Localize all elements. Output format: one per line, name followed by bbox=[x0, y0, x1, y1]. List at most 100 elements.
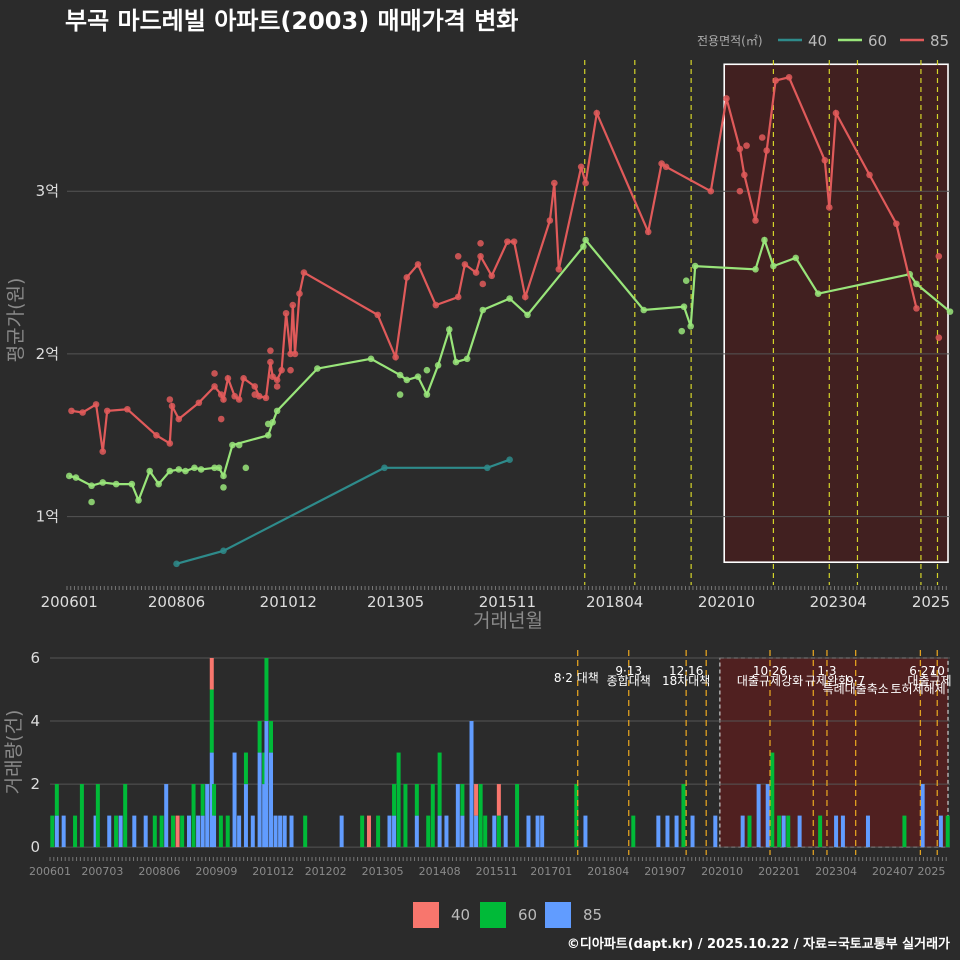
data-point-60 bbox=[314, 365, 321, 372]
data-point-85 bbox=[211, 370, 218, 377]
bar-85 bbox=[503, 815, 508, 848]
bar-60 bbox=[209, 689, 214, 753]
data-point-85 bbox=[166, 440, 174, 447]
data-point-85 bbox=[403, 274, 411, 281]
x-tick-label-8: 201511 bbox=[476, 865, 518, 878]
bar-60 bbox=[681, 784, 686, 848]
bar-60 bbox=[79, 784, 84, 848]
data-point-60 bbox=[146, 467, 154, 475]
data-point-85 bbox=[224, 375, 232, 382]
data-point-60 bbox=[423, 391, 431, 398]
bar-85 bbox=[492, 815, 497, 848]
legend-swatch-60 bbox=[480, 902, 506, 928]
data-point-85 bbox=[92, 401, 100, 408]
x-tick-label-10: 201804 bbox=[587, 865, 629, 878]
bar-60 bbox=[243, 752, 248, 785]
data-point-85 bbox=[723, 95, 730, 102]
data-point-85 bbox=[220, 396, 227, 403]
data-point-60 bbox=[761, 236, 768, 244]
x-tick-label-5: 201202 bbox=[305, 865, 347, 878]
bar-85 bbox=[535, 815, 540, 848]
bar-85 bbox=[392, 815, 397, 848]
data-point-60 bbox=[770, 262, 777, 270]
x-tick-label-16: 2025 bbox=[917, 865, 945, 878]
bar-85 bbox=[205, 784, 210, 848]
x-tick-label-12: 202010 bbox=[701, 865, 743, 878]
data-point-60 bbox=[220, 472, 227, 480]
bar-85 bbox=[765, 784, 770, 848]
data-point-60 bbox=[396, 391, 404, 398]
bar-85 bbox=[269, 752, 274, 848]
chart-title: 부곡 마드레빌 아파트(2003) 매매가격 변화 bbox=[65, 7, 518, 35]
bar-60 bbox=[360, 815, 365, 848]
data-point-85 bbox=[68, 407, 75, 415]
data-point-85 bbox=[278, 366, 285, 374]
data-point-85 bbox=[935, 334, 943, 341]
data-point-60 bbox=[792, 254, 800, 262]
legend-swatch-85 bbox=[545, 902, 571, 928]
data-point-85 bbox=[913, 305, 920, 312]
data-point-85 bbox=[300, 269, 308, 276]
bar-85 bbox=[143, 815, 148, 848]
data-point-85 bbox=[593, 109, 601, 117]
bar-60 bbox=[515, 784, 520, 848]
data-point-85 bbox=[736, 187, 744, 195]
data-point-85 bbox=[124, 405, 131, 413]
y-axis-label: 거래량(건) bbox=[3, 710, 25, 795]
data-point-85 bbox=[472, 269, 480, 276]
bar-60 bbox=[574, 784, 579, 848]
bar-60 bbox=[777, 815, 782, 848]
bar-85 bbox=[583, 815, 588, 848]
bar-85 bbox=[186, 815, 191, 848]
x-tick-label-1: 200806 bbox=[148, 593, 205, 611]
bar-85 bbox=[289, 815, 294, 848]
legend-title: 전용면적(㎡) bbox=[697, 34, 763, 48]
data-point-85 bbox=[832, 109, 840, 117]
bar-60 bbox=[303, 815, 308, 848]
y-tick-label-0: 1억 bbox=[36, 508, 59, 526]
bar-85 bbox=[118, 815, 123, 848]
data-point-85 bbox=[291, 350, 299, 358]
data-point-85 bbox=[273, 383, 281, 390]
bar-85 bbox=[164, 784, 169, 848]
bar-85 bbox=[200, 815, 205, 848]
bar-60 bbox=[426, 815, 431, 848]
bar-40 bbox=[175, 815, 180, 848]
data-point-60 bbox=[65, 472, 73, 480]
data-point-60 bbox=[752, 266, 759, 273]
data-point-85 bbox=[546, 217, 554, 224]
data-point-60 bbox=[423, 366, 431, 374]
data-point-60 bbox=[166, 467, 174, 475]
data-point-85 bbox=[267, 358, 274, 366]
data-point-60 bbox=[582, 236, 589, 244]
data-point-60 bbox=[524, 311, 531, 319]
data-point-60 bbox=[128, 480, 136, 488]
bar-85 bbox=[665, 815, 670, 848]
policy-annotation-2: 종합대책 bbox=[607, 673, 651, 688]
data-point-60 bbox=[463, 355, 471, 363]
data-point-85 bbox=[99, 448, 107, 455]
x-tick-label-6: 201305 bbox=[362, 865, 404, 878]
data-point-85 bbox=[662, 163, 670, 171]
data-point-85 bbox=[582, 179, 589, 187]
bar-85 bbox=[278, 815, 283, 848]
data-point-40 bbox=[220, 547, 227, 555]
data-point-60 bbox=[452, 358, 460, 366]
data-point-85 bbox=[477, 239, 484, 247]
data-point-85 bbox=[763, 147, 770, 154]
data-point-85 bbox=[935, 252, 943, 260]
bar-60 bbox=[437, 752, 442, 816]
y-tick-label-2: 4 bbox=[30, 712, 40, 730]
data-point-85 bbox=[392, 353, 399, 361]
bar-60 bbox=[262, 752, 267, 785]
data-point-85 bbox=[644, 228, 652, 236]
bar-60 bbox=[460, 784, 465, 816]
bar-60 bbox=[770, 752, 775, 848]
policy-annotation-12: 대출규제 bbox=[907, 674, 951, 688]
y-tick-label-1: 2억 bbox=[36, 345, 59, 363]
data-point-85 bbox=[262, 394, 270, 402]
data-point-85 bbox=[195, 399, 203, 407]
bar-85 bbox=[209, 752, 214, 848]
bar-60 bbox=[180, 815, 185, 848]
legend-label-85: 85 bbox=[930, 32, 949, 50]
